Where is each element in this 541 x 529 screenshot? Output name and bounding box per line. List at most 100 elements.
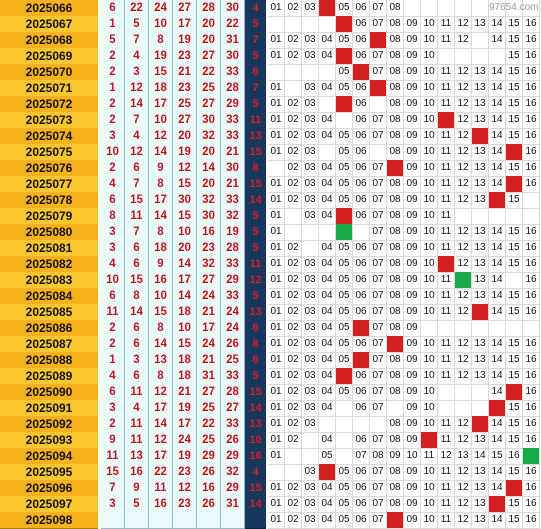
trend-cell: 01 [268,336,285,353]
trend-cell: 11 [438,496,455,513]
red-ball: 27 [197,272,221,289]
trend-cell: 07 [370,16,387,33]
trend-cell: 06 [353,48,370,65]
trend-cell: 02 [285,192,302,209]
blue-ball: 14 [245,192,266,209]
red-ball: 33 [221,368,245,385]
draw-row: 2025087 2 6 14 15 24 26 8 01 02 03 04 05 06 07 08 09 10 11… [0,336,541,353]
draw-row: 2025091 3 4 17 19 25 27 14 01 02 03 04 06 07 09 10 14 15 1… [0,400,541,417]
draw-row: 2025074 3 4 12 20 32 33 13 01 02 03 04 05 06 07 08 09 10 1… [0,128,541,145]
trend-cell: 01 [268,208,285,225]
trend-cell: 08 [387,0,404,17]
red-ball: 2 [101,96,125,113]
red-ball: 29 [221,480,245,497]
trend-cell: 03 [302,496,319,513]
red-ball: 24 [149,0,173,17]
trend-cell: 02 [285,368,302,385]
trend-cell: 05 [336,144,353,161]
trend-cell: 15 [506,288,523,305]
trend-cell: 06 [353,128,370,145]
trend-cell: 11 [438,224,455,241]
trend-cell: 10 [421,64,438,81]
trend-cell: 08 [387,256,404,273]
red-ball: 11 [125,432,149,449]
trend-cell: 03 [302,464,319,481]
trend-cell: 12 [455,304,472,321]
trend-cell: 03 [302,336,319,353]
trend-cell: 06 [353,160,370,177]
trend-cell: 03 [302,416,319,433]
trend-cell: 16 [523,144,540,161]
trend-cell: 09 [404,400,421,417]
trend-cell: 10 [421,416,438,433]
trend-cell: 14 [489,224,506,241]
red-ball [173,512,197,529]
trend-cell: 13 [472,160,489,177]
red-ball: 8 [125,288,149,305]
red-ball: 24 [221,304,245,321]
blue-ball: 5 [245,208,266,225]
red-ball: 21 [221,176,245,193]
trend-cell: 02 [285,48,302,65]
blue-ball: 13 [245,416,266,433]
highlight-cell [336,224,353,241]
trend-cell: 08 [387,16,404,33]
trend-cell: 15 [506,160,523,177]
red-ball: 25 [197,432,221,449]
red-ball: 18 [173,352,197,369]
trend-cell [302,432,319,449]
red-ball: 23 [197,240,221,257]
trend-cell: 04 [319,208,336,225]
blue-ball: 14 [245,400,266,417]
red-ball: 30 [221,160,245,177]
blue-ball: 15 [245,176,266,193]
red-ball: 11 [125,416,149,433]
red-ball: 22 [125,0,149,17]
red-ball: 27 [221,400,245,417]
red-ball: 5 [101,32,125,49]
red-ball: 20 [173,128,197,145]
trend-cell: 01 [268,400,285,417]
red-ball: 17 [149,400,173,417]
trend-cell: 08 [387,48,404,65]
trend-cell: 11 [438,480,455,497]
trend-cell: 15 [489,448,506,465]
red-ball: 14 [197,160,221,177]
red-ball: 6 [125,240,149,257]
highlight-cell: 11 [438,256,455,273]
trend-cell: 02 [285,288,302,305]
trend-cell: 12 [455,224,472,241]
draw-row: 2025088 1 3 13 18 21 25 6 01 02 03 04 05 06 07 08 09 10 11… [0,352,541,369]
trend-cell: 15 [506,80,523,97]
trend-cell: 08 [387,384,404,401]
red-ball: 26 [197,496,221,513]
trend-cell [472,48,489,65]
trend-cell: 05 [319,448,336,465]
red-ball: 33 [221,112,245,129]
trend-cell: 12 [455,192,472,209]
draw-row: 2025066 6 22 24 27 28 30 4 01 02 03 04 05 06 07 08 [0,0,541,17]
red-ball: 10 [149,16,173,33]
blue-ball: 16 [245,448,266,465]
trend-cell: 12 [455,352,472,369]
trend-cell: 02 [285,336,302,353]
trend-cell: 08 [387,304,404,321]
red-ball: 14 [173,288,197,305]
draw-row: 2025069 2 4 19 23 27 30 5 01 02 03 04 05 06 07 08 09 10 15… [0,48,541,65]
trend-cell: 08 [387,416,404,433]
red-ball: 10 [149,288,173,305]
highlight-cell: 15 [506,176,523,193]
trend-cell: 04 [319,352,336,369]
trend-cell [455,320,472,337]
red-ball: 8 [149,320,173,337]
trend-cell: 05 [336,240,353,257]
trend-cell [336,416,353,433]
trend-cell: 15 [506,464,523,481]
red-ball: 27 [173,112,197,129]
trend-cell: 07 [370,240,387,257]
trend-cell: 15 [506,32,523,49]
blue-ball: 13 [245,304,266,321]
trend-cell: 13 [455,448,472,465]
trend-cell: 06 [353,16,370,33]
trend-cell: 16 [523,160,540,177]
